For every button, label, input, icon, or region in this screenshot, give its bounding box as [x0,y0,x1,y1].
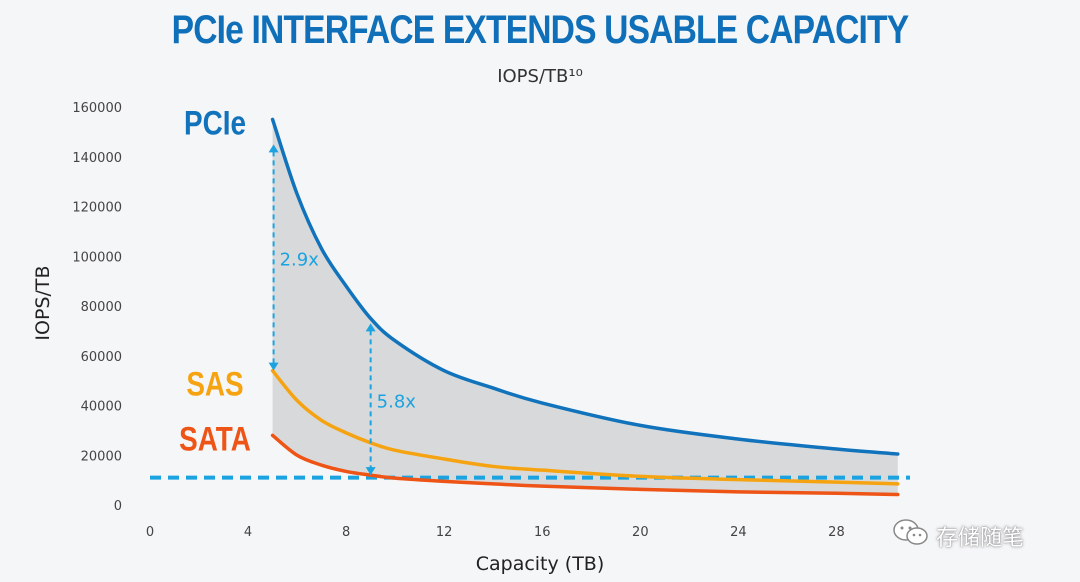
y-tick-label: 120000 [72,201,122,216]
y-tick-label: 100000 [72,250,122,265]
x-tick-label: 16 [534,525,551,540]
x-tick-label: 8 [342,525,350,540]
watermark: 存储随笔 [892,518,1024,554]
annotation-arrow-head-up [268,144,279,153]
chart-subtitle: IOPS/TB¹⁰ [497,66,583,87]
chart-title: PCIe INTERFACE EXTENDS USABLE CAPACITY [171,8,909,52]
x-tick-label: 28 [828,525,845,540]
y-tick-label: 160000 [72,101,122,116]
annotation-label: 2.9x [280,249,320,270]
series-label-sas: SAS [186,365,243,403]
series-label-sata: SATA [179,420,251,458]
y-tick-label: 40000 [81,400,122,415]
y-tick-label: 0 [114,499,122,514]
annotation-arrow-head-up [365,323,376,332]
x-axis-label: Capacity (TB) [475,553,605,575]
series-label-pcie: PCIe [184,104,246,142]
series-line-sata [270,433,900,497]
y-tick-label: 60000 [81,350,122,365]
annotation-arrow-head-down [365,467,376,476]
annotation-label: 5.8x [377,391,417,412]
x-tick-label: 24 [730,525,747,540]
x-tick-label: 12 [436,525,453,540]
series-line-sas [270,368,900,486]
y-tick-label: 20000 [81,449,122,464]
watermark-text: 存储随笔 [936,526,1025,551]
series-line-pcie [270,117,900,456]
x-tick-label: 20 [632,525,649,540]
annotation-arrow-head-down [268,362,279,371]
y-tick-label: 80000 [81,300,122,315]
wechat-icon [892,518,930,554]
x-tick-label: 0 [146,525,154,540]
shaded-region [272,119,898,495]
x-tick-label: 4 [244,525,252,540]
y-tick-label: 140000 [72,151,122,166]
